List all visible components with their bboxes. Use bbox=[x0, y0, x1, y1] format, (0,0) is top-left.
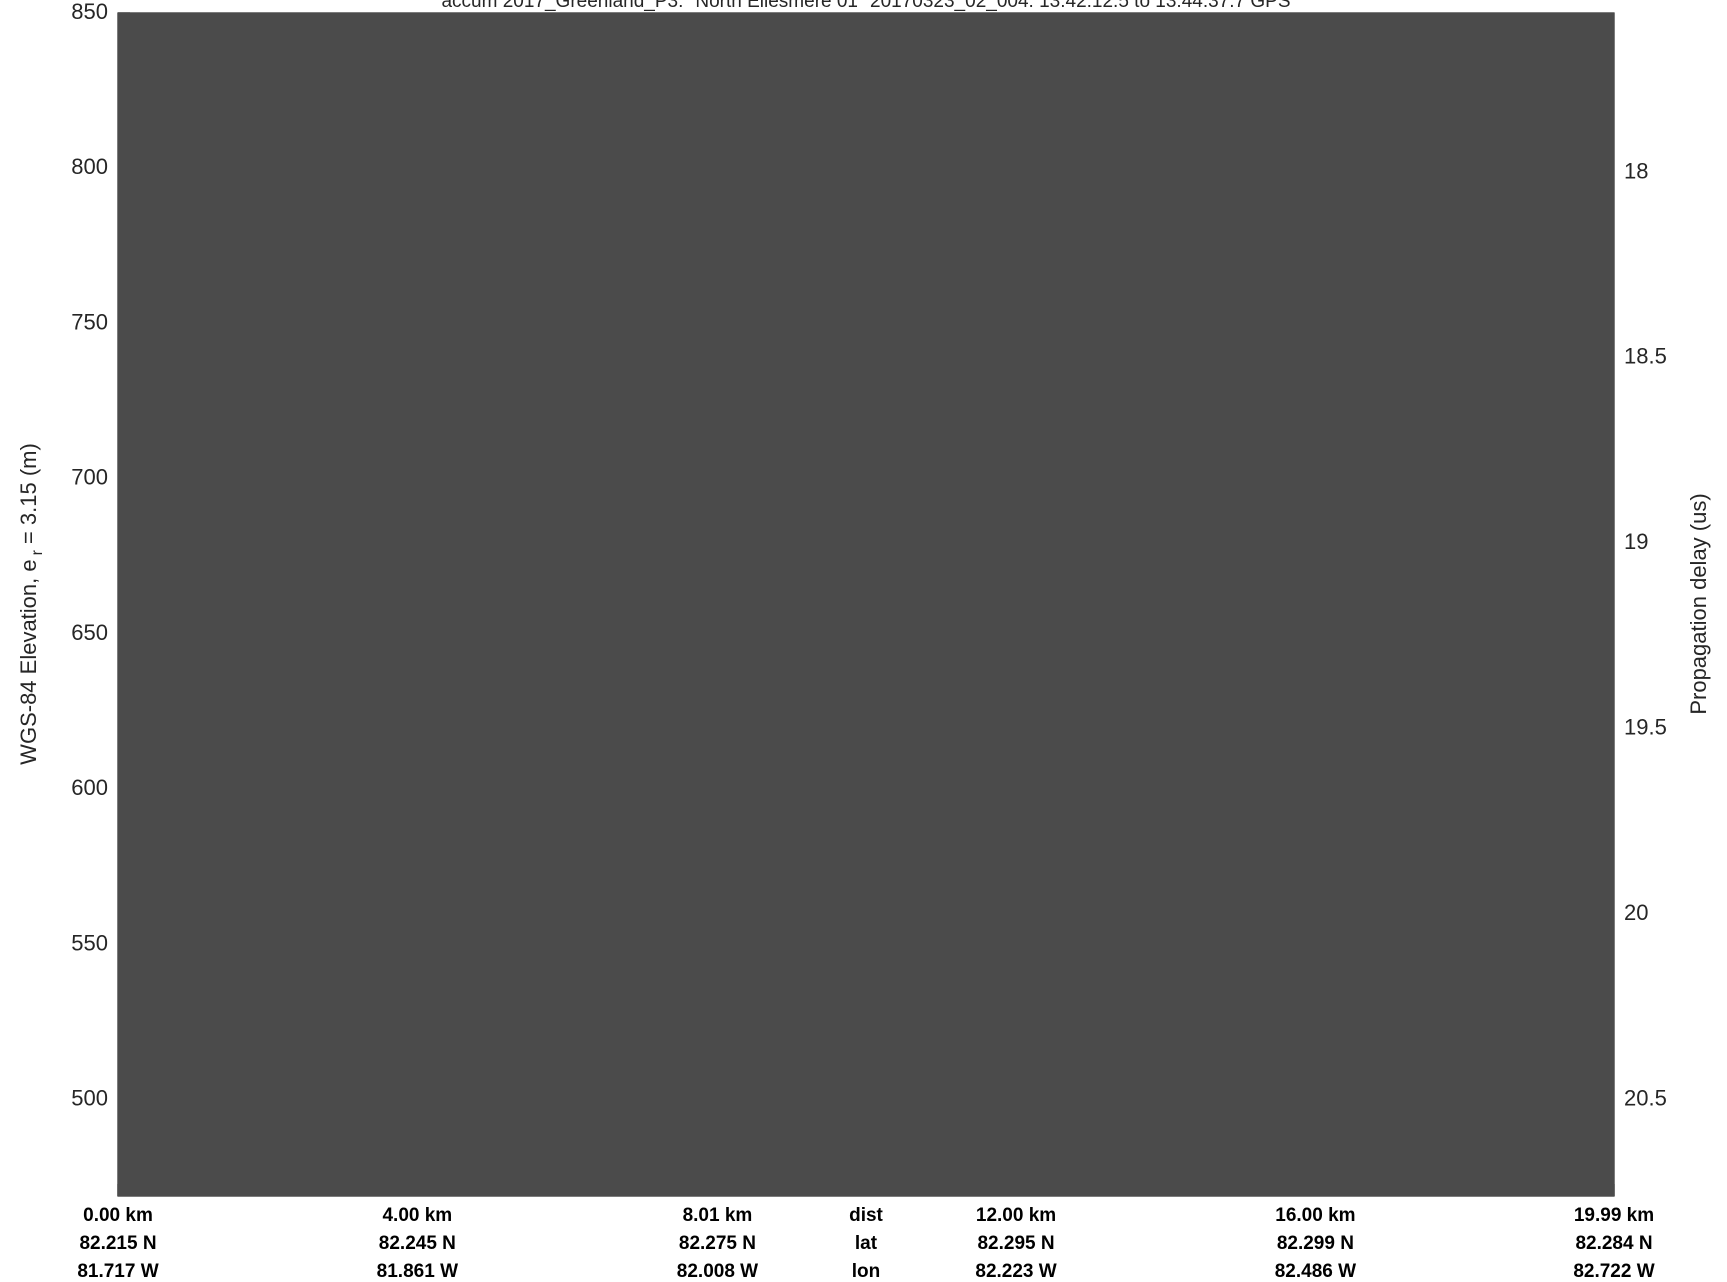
y2-tick-label: 18.5 bbox=[1624, 344, 1667, 369]
x-tick-label: 12.00 km bbox=[976, 1205, 1056, 1226]
x-tick-lat: 82.299 N bbox=[1277, 1233, 1354, 1254]
y-label-rest: = 3.15 (m) bbox=[16, 443, 41, 544]
echogram-background bbox=[118, 13, 1614, 1196]
y-tick-label: 600 bbox=[71, 775, 108, 800]
y2-tick-label: 18 bbox=[1624, 158, 1648, 183]
x-tick-lon: 82.486 W bbox=[1275, 1261, 1356, 1282]
x-tick-lon: 81.861 W bbox=[377, 1261, 458, 1282]
chart-title: accum 2017_Greenland_P3: "North Ellesmer… bbox=[441, 0, 1290, 12]
x-tick-label: 0.00 km bbox=[83, 1205, 153, 1226]
x-tick-lat: 82.245 N bbox=[379, 1233, 456, 1254]
x-tick-lon: 82.008 W bbox=[677, 1261, 758, 1282]
y-tick-label: 500 bbox=[71, 1086, 108, 1111]
x-tick-lat: 82.284 N bbox=[1575, 1233, 1652, 1254]
y-tick-label: 700 bbox=[71, 465, 108, 490]
y-tick-label: 750 bbox=[71, 309, 108, 334]
y-tick-label: 850 bbox=[71, 0, 108, 24]
y2-tick-label: 19 bbox=[1624, 529, 1648, 554]
x-tick-lat: 82.275 N bbox=[679, 1233, 756, 1254]
x-tick-label: 8.01 km bbox=[683, 1205, 753, 1226]
x-tick-lon: 82.223 W bbox=[975, 1261, 1056, 1282]
y2-tick-label: 20 bbox=[1624, 900, 1648, 925]
x-tick-lon: 82.722 W bbox=[1573, 1261, 1654, 1282]
x-tick-label: 16.00 km bbox=[1275, 1205, 1355, 1226]
x-tick-lat: 82.215 N bbox=[79, 1233, 156, 1254]
x-row-name: dist bbox=[849, 1205, 883, 1226]
x-tick-lat: 82.295 N bbox=[977, 1233, 1054, 1254]
y-tick-label: 800 bbox=[71, 154, 108, 179]
y2-tick-label: 19.5 bbox=[1624, 715, 1667, 740]
x-tick-label: 19.99 km bbox=[1574, 1205, 1654, 1226]
y2-axis-label: Propagation delay (us) bbox=[1686, 493, 1711, 714]
x-row-name: lat bbox=[855, 1233, 878, 1254]
y-tick-label: 650 bbox=[71, 620, 108, 645]
y2-tick-label: 20.5 bbox=[1624, 1085, 1667, 1110]
y-label-sub: r bbox=[29, 549, 46, 555]
x-tick-label: 4.00 km bbox=[382, 1205, 452, 1226]
x-tick-lon: 81.717 W bbox=[77, 1261, 158, 1282]
y-tick-label: 550 bbox=[71, 930, 108, 955]
x-row-name: lon bbox=[852, 1261, 881, 1282]
y-label-main: WGS-84 Elevation, e bbox=[16, 559, 41, 764]
y-axis-label: WGS-84 Elevation, e r = 3.15 (m) bbox=[16, 443, 46, 765]
